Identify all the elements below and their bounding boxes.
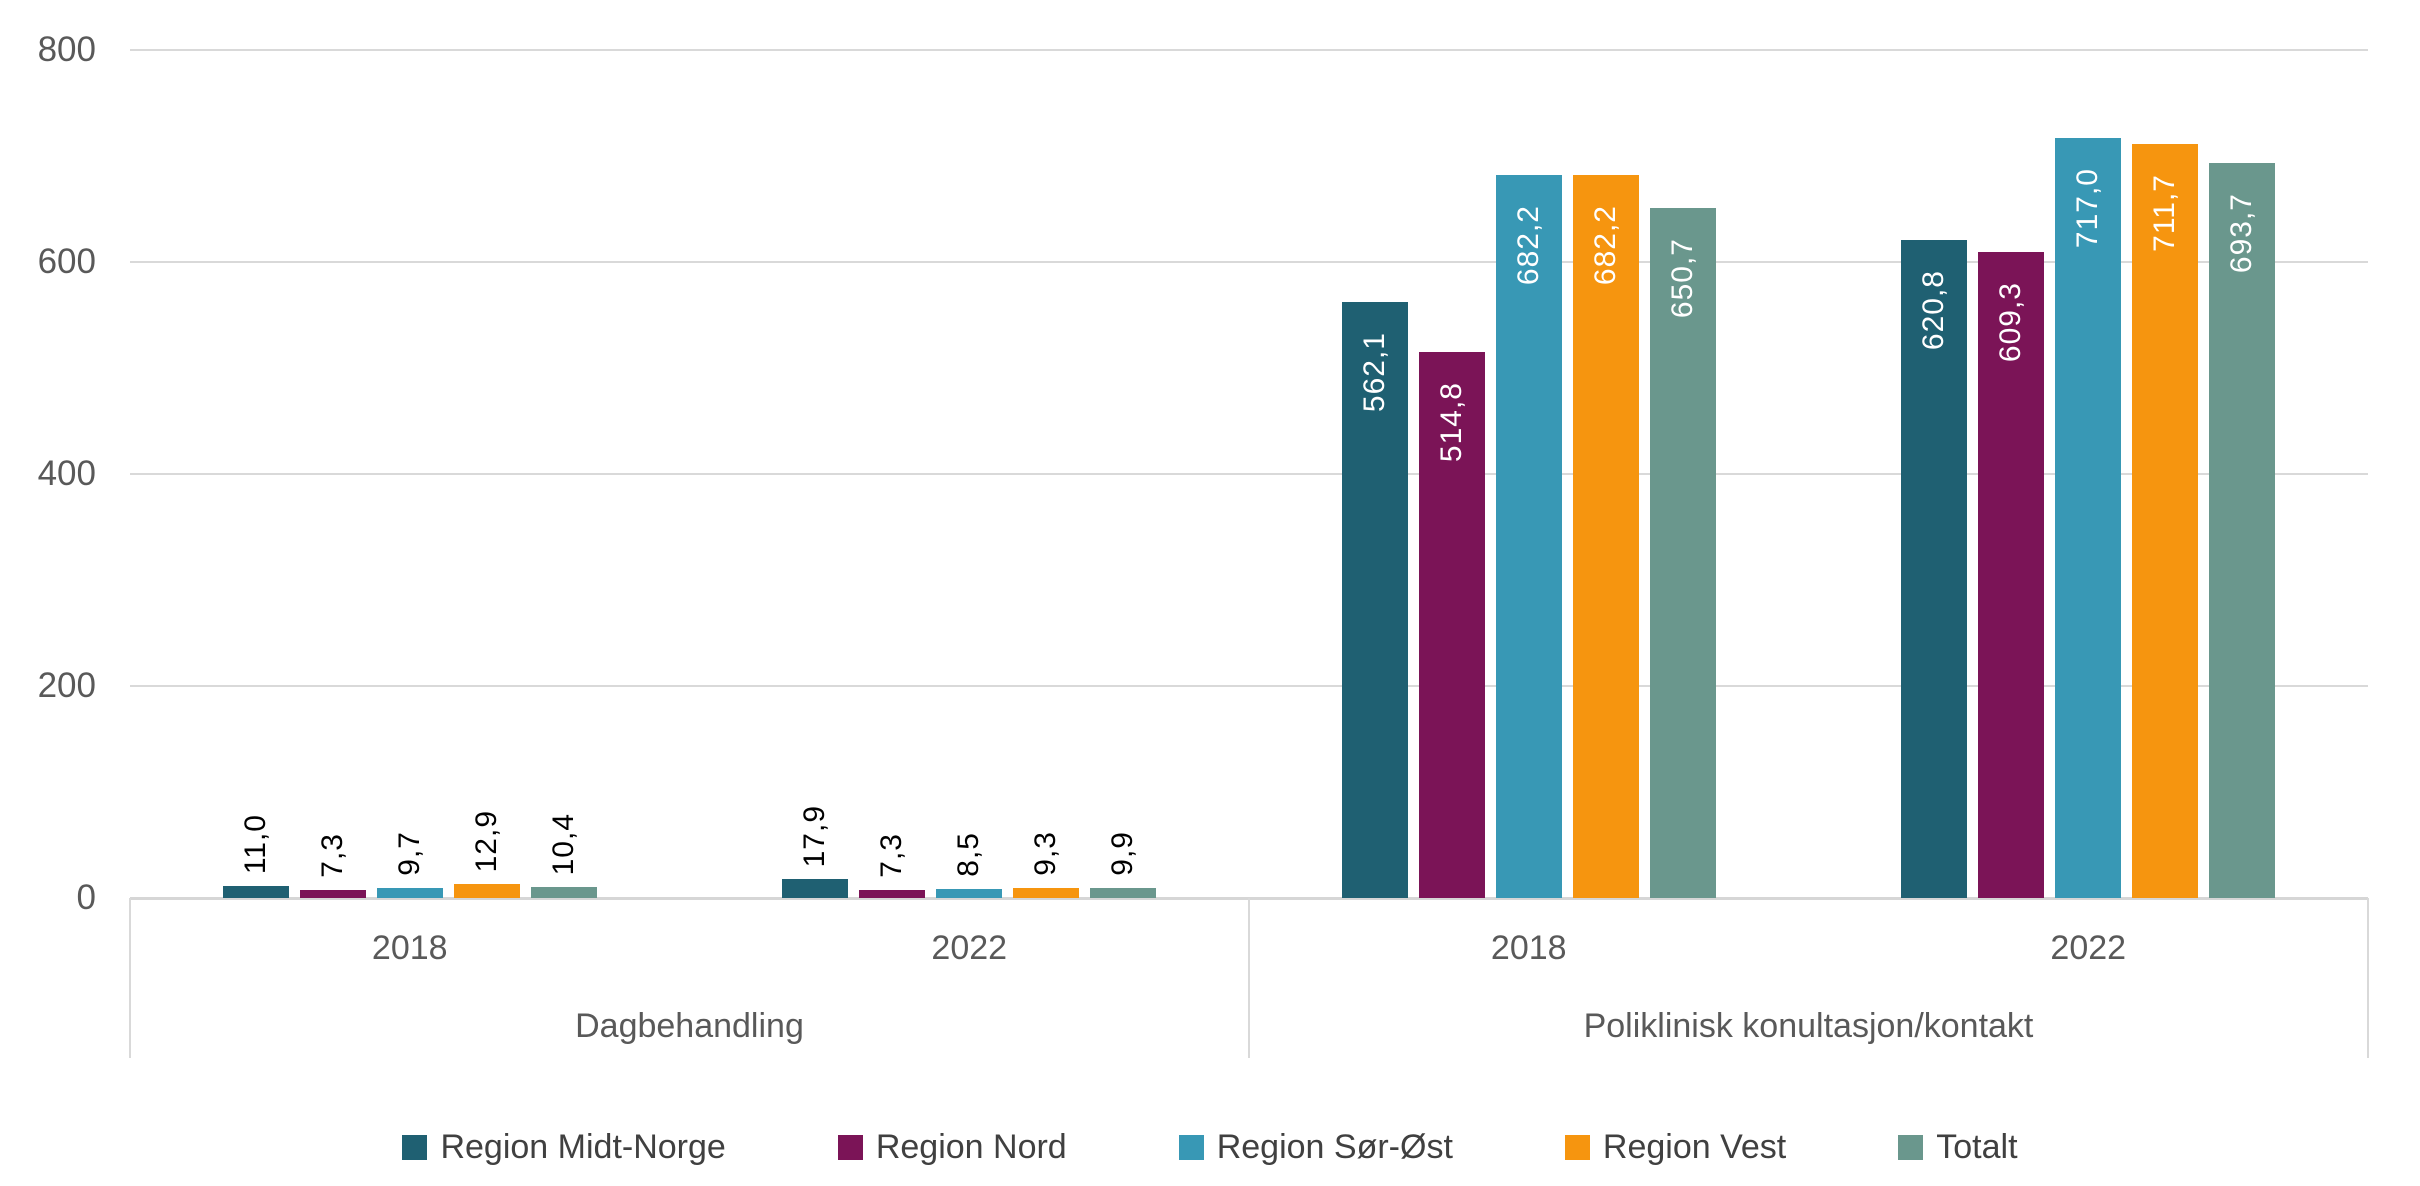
bar-value-label: 7,3	[875, 833, 909, 878]
category-label: Poliklinisk konultasjon/kontakt	[1583, 1007, 2034, 1045]
bar-totalt	[2209, 163, 2276, 898]
bar-cell: 11,0	[222, 50, 289, 898]
bar-region-vest	[1572, 175, 1639, 898]
bar-group-poliklinisk-2018: 562,1 514,8 682,2 682,2 650,7	[1249, 50, 1809, 898]
y-tick-label: 600	[37, 242, 96, 281]
legend-label: Totalt	[1936, 1127, 2018, 1166]
legend-label: Region Vest	[1602, 1127, 1787, 1166]
bar-cell: 7,3	[299, 50, 366, 898]
gridline	[130, 685, 2368, 687]
bar-value-label: 650,7	[1665, 238, 1699, 319]
legend-swatch-icon	[402, 1134, 428, 1160]
gridline	[130, 49, 2368, 51]
bar-region-midt-norge	[782, 879, 849, 898]
legend-swatch-icon	[837, 1134, 863, 1160]
legend-swatch-icon	[1898, 1134, 1924, 1160]
bar-region-nord	[1418, 352, 1485, 898]
bar-cell: 609,3	[1978, 50, 2045, 898]
bar-region-sør-øst	[1495, 175, 1562, 898]
bar-value-label: 562,1	[1357, 332, 1391, 413]
bar-cell: 717,0	[2055, 50, 2122, 898]
bar-value-label: 9,7	[392, 831, 426, 876]
legend-item-region-midt-norge: Region Midt-Norge	[402, 1127, 726, 1167]
bar-group-dagbehandling-2022: 17,9 7,3 8,5 9,3 9,9	[690, 50, 1250, 898]
legend-label: Region Midt-Norge	[440, 1127, 726, 1166]
year-label: 2022	[931, 929, 1008, 967]
legend-item-totalt: Totalt	[1898, 1127, 2018, 1167]
bar-value-label: 609,3	[1994, 282, 2028, 363]
legend-item-region-nord: Region Nord	[837, 1127, 1067, 1167]
bar-region-sør-øst	[936, 889, 1003, 898]
bar-value-label: 9,9	[1106, 831, 1140, 876]
y-tick-label: 200	[37, 666, 96, 705]
bar-cell: 682,2	[1572, 50, 1639, 898]
bar-value-label: 7,3	[315, 833, 349, 878]
bar-value-label: 8,5	[952, 832, 986, 877]
bar-value-label: 682,2	[1511, 205, 1545, 286]
legend-label: Region Nord	[875, 1127, 1067, 1166]
bar-value-label: 717,0	[2071, 168, 2105, 249]
legend-item-region-vest: Region Vest	[1564, 1127, 1787, 1167]
bar-totalt	[1090, 888, 1157, 898]
bar-cell: 620,8	[1901, 50, 1968, 898]
bar-region-midt-norge	[222, 886, 289, 898]
bar-value-label: 11,0	[238, 813, 272, 874]
bar-region-midt-norge	[1901, 240, 1968, 898]
bar-group-poliklinisk-2022: 620,8 609,3 717,0 711,7 693,7	[1809, 50, 2369, 898]
bar-cell: 9,9	[1090, 50, 1157, 898]
bar-region-nord	[1978, 252, 2045, 898]
y-tick-label: 0	[76, 878, 96, 917]
y-tick-label: 800	[37, 30, 96, 69]
bar-cell: 9,7	[376, 50, 443, 898]
axis-divider	[2367, 898, 2369, 1058]
bar-value-label: 514,8	[1434, 382, 1468, 463]
bar-region-vest	[1013, 888, 1080, 898]
legend-item-region-sør-øst: Region Sør-Øst	[1178, 1127, 1453, 1167]
bar-region-nord	[299, 890, 366, 898]
legend-label: Region Sør-Øst	[1216, 1127, 1453, 1166]
bar-value-label: 17,9	[798, 804, 832, 867]
bar-value-label: 711,7	[2148, 174, 2182, 252]
bar-region-sør-øst	[2055, 138, 2122, 898]
bar-region-sør-øst	[376, 888, 443, 898]
bar-region-vest	[453, 884, 520, 898]
bar-cell: 8,5	[936, 50, 1003, 898]
bar-value-label: 620,8	[1917, 270, 1951, 351]
legend-swatch-icon	[1564, 1134, 1590, 1160]
axis-divider	[1248, 898, 1250, 1058]
category-label: Dagbehandling	[575, 1007, 804, 1045]
bar-totalt	[1649, 208, 1716, 898]
year-label: 2018	[371, 929, 448, 967]
bar-region-vest	[2132, 144, 2199, 898]
bar-value-label: 10,4	[546, 812, 580, 875]
bar-value-label: 682,2	[1588, 205, 1622, 286]
gridline	[130, 261, 2368, 263]
bar-totalt	[530, 887, 597, 898]
legend-swatch-icon	[1178, 1134, 1204, 1160]
bar-cell: 693,7	[2209, 50, 2276, 898]
year-label: 2022	[2050, 929, 2127, 967]
bar-cell: 514,8	[1418, 50, 1485, 898]
bar-value-label: 9,3	[1029, 831, 1063, 876]
bar-cell: 562,1	[1341, 50, 1408, 898]
legend: Region Midt-Norge Region Nord Region Sør-Ø…	[0, 1122, 2420, 1172]
year-label: 2018	[1490, 929, 1567, 967]
bar-value-label: 12,9	[469, 809, 503, 872]
y-tick-label: 400	[37, 454, 96, 493]
bar-region-midt-norge	[1341, 302, 1408, 898]
bar-group-dagbehandling-2018: 11,0 7,3 9,7 12,9 10,4	[130, 50, 690, 898]
bar-cell: 650,7	[1649, 50, 1716, 898]
bar-value-label: 693,7	[2225, 193, 2259, 274]
bar-cell: 7,3	[859, 50, 926, 898]
bar-cell: 9,3	[1013, 50, 1080, 898]
gridline	[130, 473, 2368, 475]
bar-region-nord	[859, 890, 926, 898]
bar-cell: 711,7	[2132, 50, 2199, 898]
bar-cell: 10,4	[530, 50, 597, 898]
axis-divider	[129, 898, 131, 1058]
bar-cell: 682,2	[1495, 50, 1562, 898]
bar-cell: 12,9	[453, 50, 520, 898]
bar-cell: 17,9	[782, 50, 849, 898]
